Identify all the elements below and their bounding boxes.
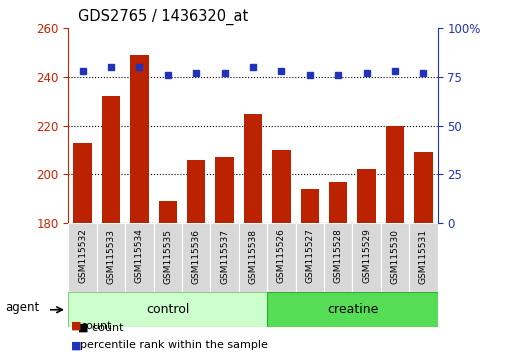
Bar (130, 55, 148, 223)
Text: GDS2765 / 1436320_at: GDS2765 / 1436320_at (78, 9, 248, 25)
Text: GSM115536: GSM115536 (191, 229, 200, 284)
Bar (68, 292, 267, 327)
Bar (186, 160, 205, 223)
Bar (215, 157, 233, 223)
Bar (295, 223, 323, 292)
Bar (414, 153, 432, 223)
Bar (210, 223, 238, 292)
Bar (300, 189, 319, 223)
Bar (352, 223, 380, 292)
Text: ■: ■ (71, 321, 81, 331)
Bar (243, 114, 262, 223)
Text: GSM115538: GSM115538 (248, 229, 257, 284)
Text: percentile rank within the sample: percentile rank within the sample (80, 341, 268, 350)
Text: GSM115534: GSM115534 (134, 229, 143, 284)
Bar (73, 143, 91, 223)
Text: GSM115528: GSM115528 (333, 229, 342, 284)
Text: GSM115529: GSM115529 (362, 229, 371, 284)
Bar (238, 223, 267, 292)
Bar (272, 150, 290, 223)
Text: GSM115527: GSM115527 (305, 229, 314, 284)
Text: GSM115526: GSM115526 (276, 229, 285, 284)
Bar (328, 182, 347, 223)
Text: ■: ■ (71, 341, 81, 350)
Bar (380, 223, 409, 292)
Text: agent: agent (6, 302, 39, 314)
Text: creatine: creatine (326, 303, 377, 316)
Bar (68, 223, 96, 292)
Bar (125, 223, 153, 292)
Text: count: count (80, 321, 112, 331)
Bar (267, 223, 295, 292)
Text: GSM115531: GSM115531 (418, 229, 427, 284)
Bar (267, 292, 437, 327)
Text: GSM115535: GSM115535 (163, 229, 172, 284)
Bar (357, 170, 375, 223)
Bar (158, 201, 177, 223)
Bar (96, 223, 125, 292)
Text: GSM115532: GSM115532 (78, 229, 87, 284)
Text: GSM115533: GSM115533 (106, 229, 115, 284)
Text: GSM115537: GSM115537 (220, 229, 229, 284)
Bar (102, 96, 120, 223)
Bar (153, 223, 182, 292)
Bar (385, 126, 403, 223)
Bar (182, 223, 210, 292)
Text: GSM115530: GSM115530 (390, 229, 399, 284)
Text: control: control (146, 303, 189, 316)
Text: ■ count: ■ count (78, 323, 124, 333)
Bar (409, 223, 437, 292)
Bar (323, 223, 352, 292)
